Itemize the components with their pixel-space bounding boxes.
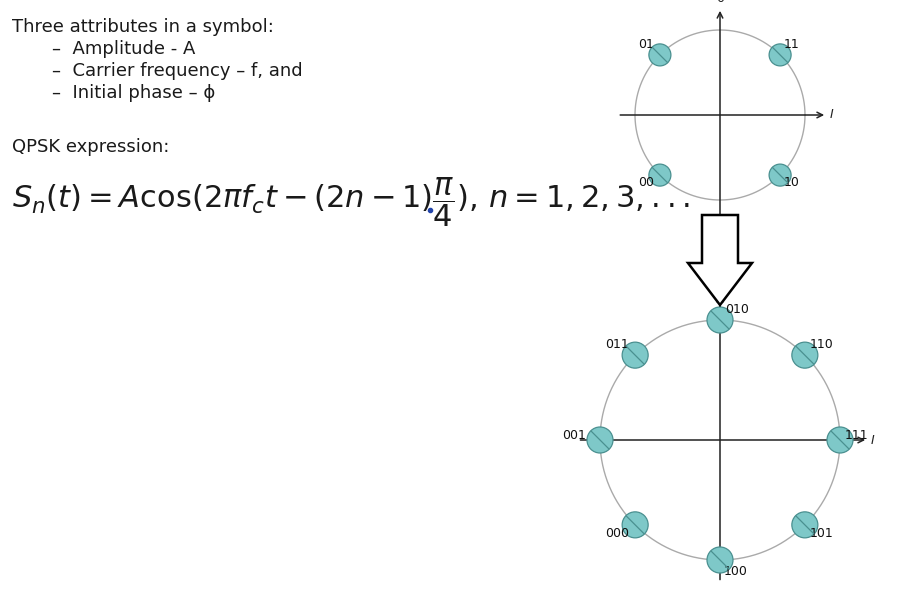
Text: 0: 0: [715, 276, 723, 289]
Text: 011: 011: [604, 338, 628, 351]
Text: –  Initial phase – ϕ: – Initial phase – ϕ: [52, 84, 215, 102]
Text: I: I: [870, 433, 874, 446]
Text: 00: 00: [637, 176, 653, 189]
Text: Three attributes in a symbol:: Three attributes in a symbol:: [12, 18, 273, 36]
Circle shape: [586, 427, 612, 453]
Circle shape: [769, 164, 790, 186]
Polygon shape: [687, 215, 751, 305]
Text: 10: 10: [783, 176, 799, 189]
Text: 0: 0: [715, 0, 723, 5]
Circle shape: [791, 342, 817, 368]
Circle shape: [791, 512, 817, 538]
Text: QPSK expression:: QPSK expression:: [12, 138, 170, 156]
Text: 11: 11: [783, 38, 799, 51]
Circle shape: [769, 44, 790, 66]
Text: $S_n(t) = A\cos(2\pi f_c t - (2n-1)\dfrac{\pi}{4}),\,n = 1,2,3,...$: $S_n(t) = A\cos(2\pi f_c t - (2n-1)\dfra…: [12, 175, 689, 228]
Circle shape: [621, 512, 648, 538]
Text: 100: 100: [723, 565, 747, 578]
Text: 101: 101: [809, 527, 833, 540]
Text: –  Carrier frequency – f, and: – Carrier frequency – f, and: [52, 62, 302, 80]
Text: –  Amplitude - A: – Amplitude - A: [52, 40, 195, 58]
Text: 001: 001: [561, 429, 585, 442]
Circle shape: [649, 44, 670, 66]
Circle shape: [826, 427, 852, 453]
Text: 000: 000: [604, 527, 629, 540]
Text: I: I: [829, 108, 833, 122]
Circle shape: [621, 342, 648, 368]
Circle shape: [706, 547, 732, 573]
Circle shape: [649, 164, 670, 186]
Text: 010: 010: [724, 303, 748, 316]
Text: 01: 01: [637, 38, 653, 51]
Text: 111: 111: [844, 429, 868, 442]
Circle shape: [706, 307, 732, 333]
Text: 110: 110: [809, 338, 833, 351]
